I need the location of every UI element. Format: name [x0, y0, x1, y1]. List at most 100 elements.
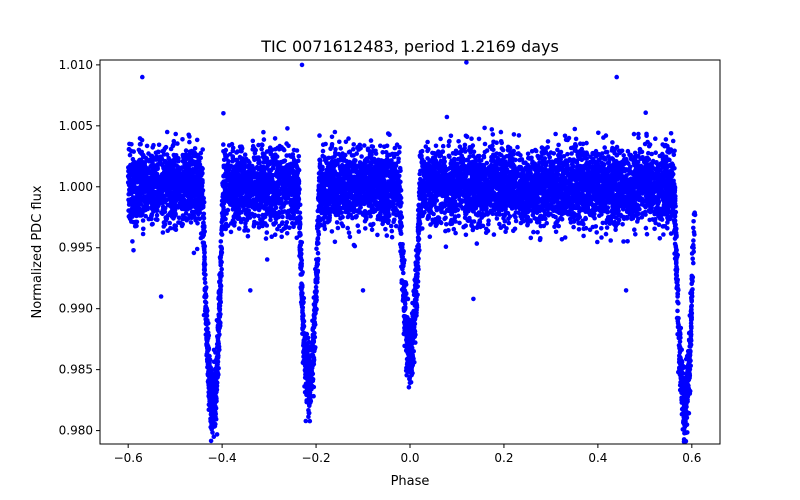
data-point	[187, 139, 192, 145]
data-point	[219, 266, 224, 272]
data-point	[477, 158, 482, 163]
data-point	[208, 438, 214, 444]
data-point	[525, 151, 531, 157]
data-point	[263, 236, 269, 241]
data-point	[175, 141, 180, 146]
data-point	[349, 153, 355, 158]
data-point	[621, 153, 626, 158]
data-point	[297, 231, 303, 236]
data-point	[612, 146, 618, 152]
data-point	[599, 212, 604, 217]
data-point	[378, 143, 383, 149]
data-point	[242, 152, 248, 157]
data-point	[653, 150, 658, 155]
data-point	[154, 212, 160, 218]
data-point	[474, 241, 480, 246]
data-point	[397, 145, 402, 150]
data-point	[338, 146, 344, 151]
data-point	[395, 151, 400, 157]
data-point	[643, 225, 649, 231]
data-point	[602, 145, 607, 150]
data-point	[603, 231, 609, 237]
data-point	[517, 157, 522, 163]
data-point	[572, 126, 578, 132]
data-point	[272, 232, 278, 237]
data-point	[340, 223, 346, 229]
data-point	[625, 239, 630, 244]
data-point	[632, 227, 637, 232]
data-point	[333, 147, 338, 152]
data-point	[285, 126, 290, 131]
data-point	[389, 234, 395, 240]
data-point	[369, 227, 375, 233]
data-point	[167, 220, 172, 226]
data-point	[127, 152, 133, 158]
data-point	[269, 234, 275, 239]
data-point	[531, 229, 536, 235]
data-point	[280, 214, 285, 220]
data-point	[201, 216, 207, 221]
data-point	[511, 132, 517, 137]
data-point	[656, 222, 662, 227]
data-point	[271, 221, 276, 227]
data-point	[663, 137, 669, 142]
data-point	[226, 143, 232, 148]
data-point	[613, 227, 618, 232]
data-point	[533, 147, 538, 153]
data-point	[383, 226, 388, 232]
data-point	[610, 140, 615, 145]
data-point	[228, 229, 234, 235]
data-point	[643, 110, 648, 115]
data-point	[346, 150, 352, 155]
data-point	[144, 143, 150, 149]
data-point	[653, 217, 658, 222]
data-point	[496, 210, 501, 216]
data-point	[164, 129, 170, 135]
data-point	[635, 219, 640, 224]
data-point	[670, 138, 676, 144]
data-point	[545, 139, 551, 144]
data-point	[389, 228, 395, 234]
data-point	[252, 157, 257, 163]
data-point	[556, 142, 561, 148]
data-point	[356, 229, 362, 234]
data-point	[491, 232, 497, 237]
data-point	[525, 181, 530, 187]
data-point	[599, 226, 604, 231]
data-point	[131, 248, 136, 253]
data-point	[221, 142, 226, 147]
data-point	[457, 220, 462, 226]
data-point	[463, 223, 469, 228]
data-point	[576, 227, 582, 232]
data-point	[382, 144, 387, 149]
data-point	[173, 131, 178, 137]
data-point	[562, 133, 568, 139]
data-point	[221, 111, 226, 116]
data-point	[171, 138, 177, 144]
data-point	[494, 216, 500, 221]
data-point	[251, 221, 257, 227]
data-point	[272, 136, 278, 141]
data-point	[425, 139, 430, 145]
data-point	[132, 223, 138, 229]
data-point	[594, 230, 599, 235]
data-point	[328, 146, 333, 152]
data-point	[297, 210, 303, 216]
data-point	[639, 215, 645, 220]
data-point	[392, 145, 398, 151]
data-point	[640, 201, 645, 207]
data-point	[513, 218, 519, 224]
data-point	[446, 228, 451, 233]
data-point	[603, 149, 608, 155]
data-point	[303, 418, 309, 424]
data-point	[569, 161, 575, 167]
data-point	[593, 224, 599, 229]
data-point	[668, 231, 674, 236]
data-point	[253, 147, 258, 153]
data-point	[466, 147, 472, 153]
data-point	[296, 154, 302, 159]
data-point	[512, 226, 518, 232]
data-point	[201, 211, 207, 217]
data-point	[581, 233, 586, 239]
